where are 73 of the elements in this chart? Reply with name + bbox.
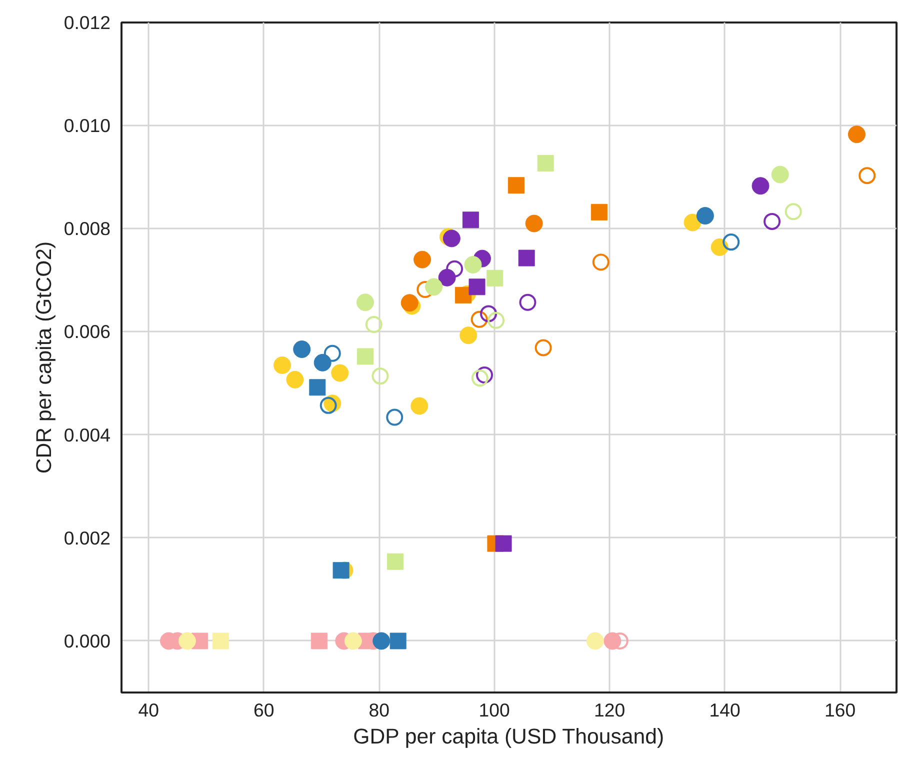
point xyxy=(525,214,543,232)
point xyxy=(410,397,428,415)
y-tick-label: 0.006 xyxy=(64,321,110,342)
point xyxy=(519,294,536,311)
point xyxy=(425,278,443,296)
point xyxy=(372,632,390,650)
point xyxy=(324,344,341,362)
point xyxy=(476,366,494,384)
x-tick-label: 100 xyxy=(478,700,510,720)
point xyxy=(320,396,337,414)
point xyxy=(710,238,728,256)
y-tick-label: 0.000 xyxy=(64,630,110,652)
point xyxy=(442,230,460,248)
point xyxy=(460,326,478,344)
point xyxy=(293,340,311,358)
point xyxy=(314,354,332,372)
point xyxy=(332,562,350,579)
point xyxy=(446,260,464,278)
point xyxy=(390,632,406,650)
point xyxy=(178,632,196,650)
point xyxy=(537,154,554,172)
point xyxy=(848,126,866,144)
point xyxy=(470,310,488,328)
point xyxy=(365,316,382,333)
point xyxy=(684,214,702,232)
point xyxy=(858,167,876,184)
x-tick-label: 120 xyxy=(594,700,626,720)
point xyxy=(696,207,714,224)
point xyxy=(534,339,552,356)
point xyxy=(400,294,418,312)
point xyxy=(386,553,404,570)
y-axis-title: CDR per capita (GtCO2) xyxy=(32,241,56,474)
point xyxy=(471,370,488,387)
point xyxy=(356,294,374,312)
y-tick-label: 0.004 xyxy=(64,424,110,446)
y-tick-label: 0.002 xyxy=(64,527,110,548)
point xyxy=(286,370,304,388)
point xyxy=(495,535,512,552)
y-tick-label: 0.010 xyxy=(64,115,110,136)
point xyxy=(764,212,781,230)
point xyxy=(212,632,229,650)
point xyxy=(356,348,374,365)
point xyxy=(331,364,349,382)
point xyxy=(468,278,486,296)
x-tick-label: 160 xyxy=(824,700,856,720)
point xyxy=(464,256,482,274)
point xyxy=(592,254,610,271)
x-axis-title: GDP per capita (USD Thousand) xyxy=(353,724,664,748)
point xyxy=(480,305,498,322)
x-tick-label: 80 xyxy=(368,700,390,720)
y-tick-label: 0.012 xyxy=(64,12,110,33)
point xyxy=(462,212,479,228)
point xyxy=(752,177,770,195)
point xyxy=(274,356,292,374)
point xyxy=(488,312,505,329)
point xyxy=(784,203,802,220)
point xyxy=(586,632,604,650)
point xyxy=(310,632,328,650)
point xyxy=(518,250,535,266)
point xyxy=(722,234,740,251)
point xyxy=(486,270,504,286)
x-tick-label: 140 xyxy=(709,700,740,720)
point xyxy=(771,166,789,184)
point xyxy=(508,177,524,194)
x-tick-label: 60 xyxy=(253,700,274,720)
x-tick-label: 40 xyxy=(138,700,159,720)
point xyxy=(414,250,432,268)
point xyxy=(386,408,404,426)
point xyxy=(590,204,608,220)
point xyxy=(309,379,326,396)
point xyxy=(344,632,362,650)
point xyxy=(372,368,389,385)
y-tick-label: 0.008 xyxy=(64,218,110,240)
